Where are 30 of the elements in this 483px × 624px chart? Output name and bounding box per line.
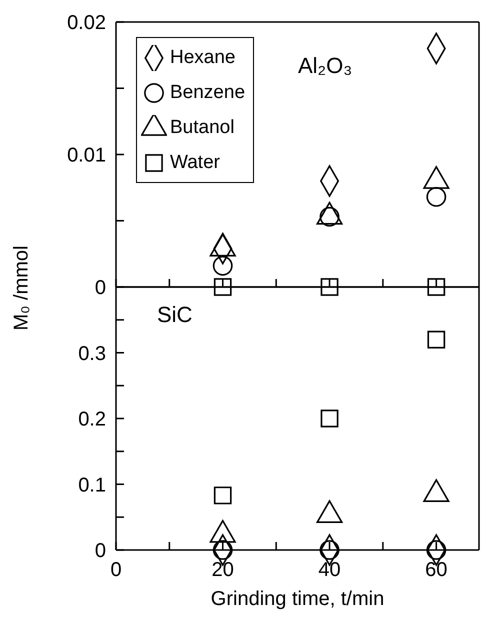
legend-label: Butanol bbox=[170, 116, 234, 138]
x-axis-title: Grinding time, t/min bbox=[210, 588, 384, 610]
y-tick-label: 0.2 bbox=[78, 408, 106, 431]
x-tick-label: 0 bbox=[110, 559, 122, 582]
y-axis-title: M₀ /mmol bbox=[10, 246, 34, 330]
x-tick-label: 60 bbox=[425, 559, 448, 582]
point bbox=[214, 278, 232, 296]
y-tick-label: 0 bbox=[94, 277, 106, 300]
legend-label: Hexane bbox=[170, 46, 236, 68]
point bbox=[212, 540, 233, 560]
point bbox=[320, 278, 338, 296]
y-tick-label: 0.3 bbox=[78, 342, 106, 365]
y-tick-label: 0.1 bbox=[78, 474, 106, 496]
point bbox=[320, 540, 340, 560]
point bbox=[426, 187, 446, 207]
y-tick-label: 0 bbox=[94, 540, 106, 562]
y-tick-label: 0.01 bbox=[67, 144, 106, 167]
point bbox=[427, 330, 446, 348]
x-tick-label: 20 bbox=[212, 559, 234, 582]
y-tick-label: 0.02 bbox=[67, 12, 106, 34]
legend-label: Benzene bbox=[170, 82, 246, 104]
annotation: Al₂O₃ bbox=[298, 53, 352, 79]
point bbox=[426, 540, 446, 560]
point bbox=[214, 486, 232, 504]
x-tick-label: 40 bbox=[318, 559, 341, 582]
point bbox=[212, 256, 233, 276]
legend-label: Water bbox=[170, 152, 220, 174]
point bbox=[427, 278, 446, 296]
point bbox=[320, 410, 338, 428]
annotation: SiC bbox=[157, 302, 192, 328]
